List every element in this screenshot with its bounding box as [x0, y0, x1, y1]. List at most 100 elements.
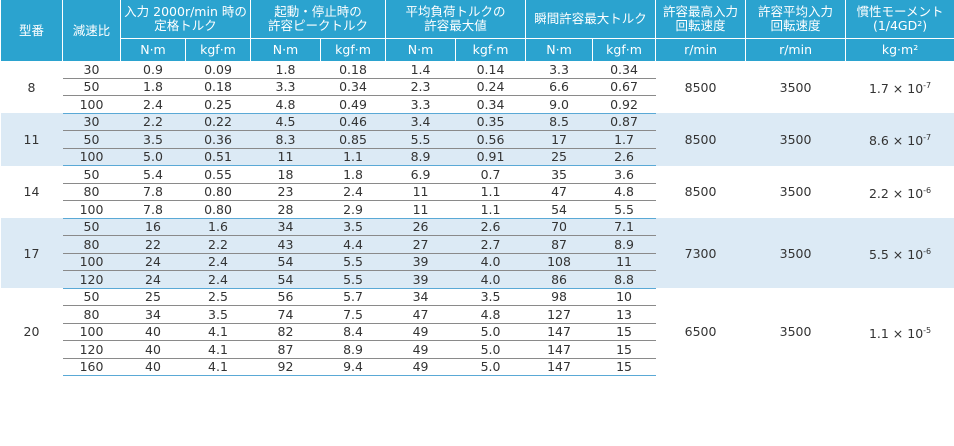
data-row: 100 24 2.4 54 5.5 39 4.0 108 11 — [1, 253, 954, 271]
inertia-base: 8.6 × 10 — [868, 133, 924, 149]
model-cell: 14 — [1, 166, 63, 219]
value: 34 — [277, 219, 294, 235]
value-cell: 5.0 — [120, 148, 186, 166]
value-cell: 2.6 — [592, 148, 656, 166]
value: 0.56 — [476, 131, 505, 147]
value: 24 — [145, 254, 161, 270]
avg-speed: 3500 — [779, 245, 812, 261]
value-cell: 11 — [592, 253, 656, 271]
value-cell: 40 — [120, 340, 186, 359]
value-cell: 34 — [385, 288, 456, 306]
value: 1.8 — [275, 61, 296, 77]
value: 35 — [551, 166, 567, 182]
value-cell: 147 — [525, 323, 593, 341]
value: 30 — [83, 114, 100, 130]
value: 27 — [412, 236, 429, 252]
value: 4.1 — [208, 359, 228, 375]
value: 80 — [83, 184, 100, 200]
value-cell: 0.25 — [185, 95, 251, 114]
value-cell: 26 — [385, 218, 456, 236]
value: 2.4 — [208, 254, 228, 270]
header-cell: 平均負荷トルクの 許容最大値 — [385, 0, 527, 39]
value: 18 — [277, 166, 294, 182]
value-cell: 74 — [250, 305, 321, 324]
value: 0.18 — [339, 61, 367, 77]
value-cell: 0.7 — [455, 165, 526, 184]
value: 54 — [277, 254, 294, 270]
value-cell: 8.3 — [250, 130, 321, 149]
value-cell: 7.8 — [120, 183, 186, 201]
value-cell: 4.8 — [455, 305, 526, 324]
value: 86 — [551, 271, 567, 287]
header-cell: 許容最高入力 回転速度 — [655, 0, 747, 39]
value-cell: 3.6 — [592, 165, 656, 184]
value: 47 — [551, 184, 567, 200]
value: 0.92 — [610, 96, 638, 112]
value-cell: 147 — [525, 358, 593, 376]
value: 120 — [79, 341, 104, 357]
avg-speed: 3500 — [779, 131, 812, 147]
value: 92 — [277, 359, 294, 375]
inertia-base: 5.5 × 10 — [868, 247, 924, 263]
header-text: 許容最高入力 — [663, 4, 739, 19]
value: 11 — [412, 201, 429, 217]
data-row: 20 50 25 2.5 56 5.7 34 3.5 98 10 6500 3500 1.1 × 10-… — [1, 288, 954, 341]
value-cell: 8.9 — [592, 235, 656, 254]
value: 0.7 — [480, 166, 501, 182]
unit-cell: kg·m² — [845, 38, 954, 61]
unit-text: N·m — [407, 42, 434, 57]
value-cell: 3.3 — [385, 95, 456, 114]
value: 108 — [547, 254, 571, 270]
value: 40 — [145, 341, 161, 357]
inertia-base: 2.2 × 10 — [868, 185, 924, 201]
unit-cell: kgf·m — [455, 38, 527, 61]
value: 40 — [145, 324, 161, 340]
header-cell: 入力 2000r/min 時の 定格トルク — [120, 0, 251, 39]
value-cell: 100 — [62, 323, 121, 341]
max-speed: 7300 — [684, 245, 717, 261]
value: 25 — [551, 149, 567, 165]
header-text: (1/4GD²) — [872, 18, 928, 33]
value: 40 — [145, 359, 161, 375]
max-speed-cell: 7300 — [655, 218, 746, 288]
value-cell: 147 — [525, 340, 593, 359]
unit-text: kgf·m — [606, 42, 642, 57]
value: 100 — [79, 201, 104, 217]
inertia-base: 1.1 × 10 — [868, 325, 924, 341]
inertia-exp: -7 — [923, 80, 932, 90]
value: 147 — [547, 359, 571, 375]
header-cell: 減速比 — [62, 0, 121, 61]
value: 0.67 — [610, 79, 638, 95]
value-cell: 3.5 — [120, 130, 186, 149]
value-cell: 2.7 — [455, 235, 526, 254]
value: 2.4 — [343, 184, 363, 200]
unit-cell: N·m — [525, 38, 594, 61]
value-cell: 1.1 — [455, 183, 526, 201]
value: 5.0 — [143, 149, 163, 165]
spec-table: 型番 減速比 入力 2000r/min 時の 定格トルク 起動・停止時の 許容ピークトルク… — [0, 0, 954, 376]
value: 6.9 — [410, 166, 431, 182]
value: 4.0 — [480, 271, 501, 287]
value: 4.5 — [275, 114, 296, 130]
value: 0.35 — [476, 114, 505, 130]
model-cell: 20 — [1, 288, 63, 376]
value-cell: 0.34 — [592, 61, 656, 79]
data-row: 17 50 16 1.6 34 3.5 26 2.6 70 7.1 7300 3500 5.5 × 10… — [0, 218, 954, 288]
value-cell: 0.87 — [592, 113, 656, 131]
max-speed: 8500 — [684, 184, 717, 200]
value: 2.4 — [143, 96, 163, 112]
value-cell: 50 — [62, 218, 121, 236]
value: 2.9 — [343, 201, 363, 217]
value-cell: 34 — [120, 305, 186, 324]
value-cell: 5.5 — [385, 130, 456, 149]
value-cell: 6.6 — [525, 78, 593, 96]
model: 17 — [23, 245, 40, 261]
value-cell: 47 — [385, 305, 456, 324]
value-cell: 80 — [62, 235, 121, 254]
value: 50 — [83, 166, 100, 182]
inertia-exp: -7 — [923, 133, 932, 143]
model: 8 — [27, 79, 36, 95]
value-cell: 2.9 — [320, 200, 386, 219]
value: 1.7 — [614, 131, 634, 147]
value-cell: 27 — [385, 235, 456, 254]
